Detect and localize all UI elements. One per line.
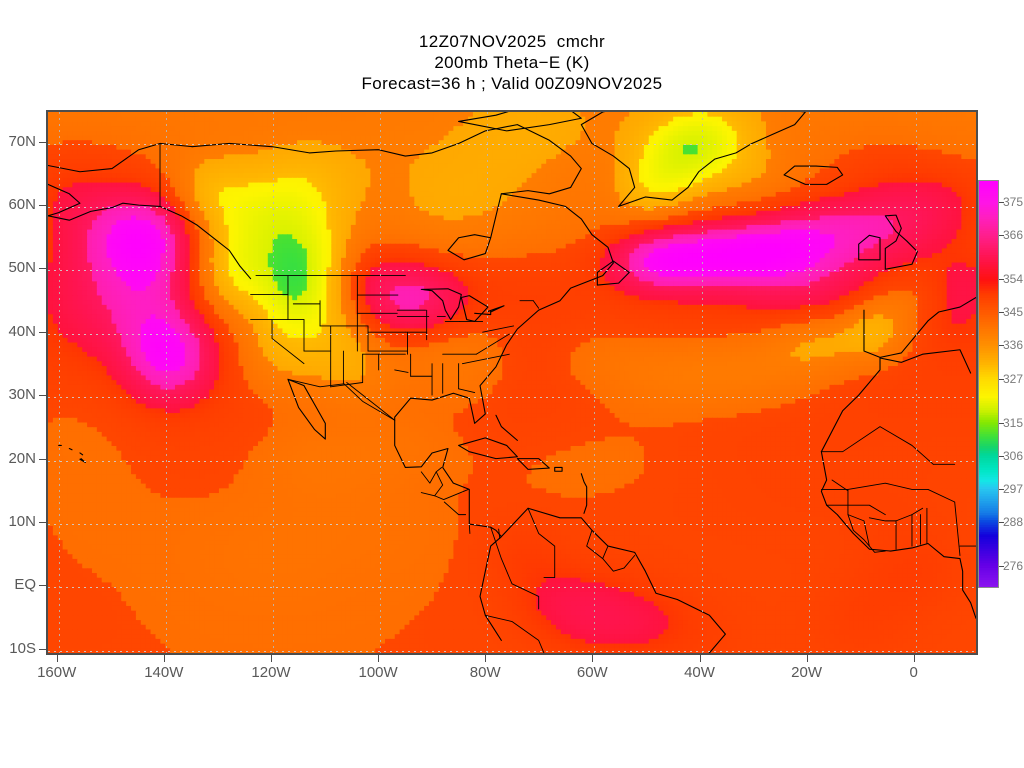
colorbar-tick-label: 354: [1003, 272, 1023, 286]
x-axis-label: 160W: [17, 664, 97, 681]
x-axis-label: 80W: [445, 664, 525, 681]
colorbar-tick: [999, 565, 1004, 567]
y-axis-label: 10N: [0, 513, 36, 530]
x-axis-label: 40W: [660, 664, 740, 681]
x-axis-tick: [485, 655, 487, 662]
colorbar-tick: [999, 235, 1004, 237]
colorbar-tick-label: 375: [1003, 195, 1023, 209]
x-axis-label: 0: [874, 664, 954, 681]
x-axis-tick: [806, 655, 808, 662]
colorbar-tick: [999, 378, 1004, 380]
colorbar-tick-label: 366: [1003, 228, 1023, 242]
colorbar-tick-label: 306: [1003, 449, 1023, 463]
y-axis-tick: [39, 395, 46, 397]
x-axis-tick: [56, 655, 58, 662]
colorbar-tick-label: 345: [1003, 305, 1023, 319]
y-axis-label: 20N: [0, 450, 36, 467]
colorbar-tick: [999, 488, 1004, 490]
y-axis-label: 60N: [0, 196, 36, 213]
chart-title: 12Z07NOV2025 cmchr 200mb Theta−E (K) For…: [0, 31, 1024, 94]
colorbar-tick-label: 336: [1003, 338, 1023, 352]
x-axis-label: 140W: [124, 664, 204, 681]
x-axis-tick: [378, 655, 380, 662]
x-axis-tick: [271, 655, 272, 662]
y-axis-tick: [39, 331, 46, 333]
y-axis-label: 10S: [0, 640, 36, 657]
y-axis-tick: [39, 458, 46, 460]
y-axis-label: 30N: [0, 386, 36, 403]
y-axis-label: 70N: [0, 133, 36, 150]
colorbar-tick: [999, 521, 1004, 523]
title-line-forecast: Forecast=36 h ; Valid 00Z09NOV2025: [0, 73, 1024, 94]
y-axis-tick: [39, 648, 46, 650]
y-axis-label: 50N: [0, 259, 36, 276]
colorbar[interactable]: [978, 180, 999, 588]
map-plot-area[interactable]: [46, 110, 978, 655]
colorbar-tick: [999, 455, 1004, 457]
y-axis-tick: [39, 585, 46, 587]
colorbar-tick: [999, 202, 1004, 204]
y-axis-label: 40N: [0, 323, 36, 340]
title-line-variable: 200mb Theta−E (K): [0, 52, 1024, 73]
colorbar-tick-label: 288: [1003, 515, 1023, 529]
x-axis-label: 100W: [338, 664, 418, 681]
y-axis-label: EQ: [0, 576, 36, 593]
x-axis-tick: [699, 655, 701, 662]
title-line-model: 12Z07NOV2025 cmchr: [0, 31, 1024, 52]
x-axis-label: 120W: [231, 664, 311, 681]
colorbar-tick-label: 276: [1003, 559, 1023, 573]
x-axis-label: 60W: [552, 664, 632, 681]
colorbar-tick-label: 315: [1003, 416, 1023, 430]
colorbar-tick: [999, 279, 1004, 281]
x-axis-tick: [592, 655, 594, 662]
y-axis-tick: [39, 205, 46, 207]
colorbar-gradient: [979, 181, 998, 587]
y-axis-tick: [39, 268, 46, 270]
x-axis-tick: [163, 655, 165, 662]
x-axis-label: 20W: [767, 664, 847, 681]
colorbar-tick-label: 297: [1003, 482, 1023, 496]
theta-e-field: [48, 112, 976, 653]
colorbar-tick-label: 327: [1003, 372, 1023, 386]
y-axis-tick: [39, 521, 46, 523]
colorbar-tick: [999, 422, 1004, 424]
x-axis-tick: [913, 655, 915, 662]
colorbar-tick: [999, 312, 1004, 314]
colorbar-tick: [999, 345, 1004, 347]
y-axis-tick: [39, 141, 46, 143]
